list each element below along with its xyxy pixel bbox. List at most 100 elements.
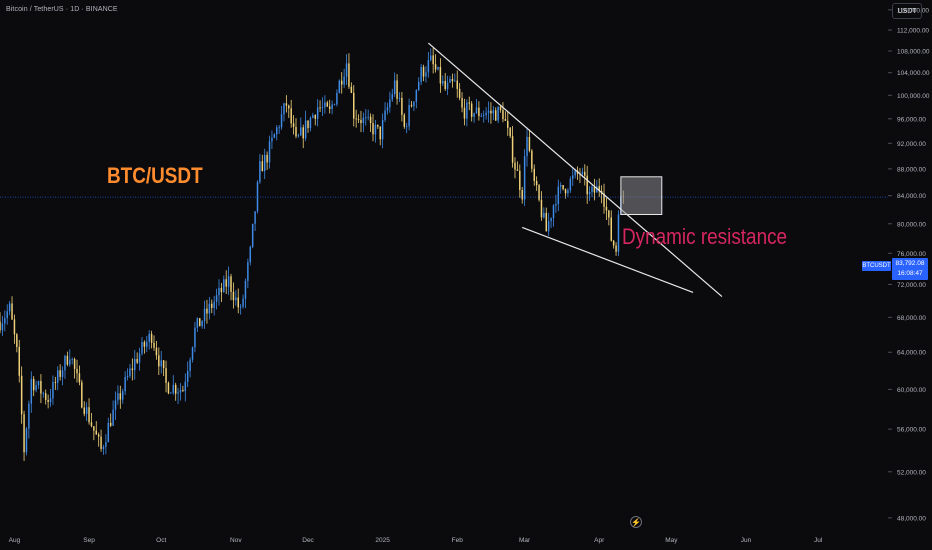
- candle-body: [182, 390, 184, 392]
- candle-body: [485, 112, 487, 116]
- y-tick-label: 52,000.00: [897, 469, 926, 476]
- candle-body: [365, 117, 367, 119]
- candle-body: [545, 212, 548, 232]
- candle-body: [343, 76, 345, 85]
- candle-body: [413, 101, 415, 107]
- candle-body: [432, 55, 434, 65]
- candle-body: [71, 359, 73, 360]
- candle-body: [184, 381, 187, 392]
- candle-body: [256, 182, 259, 212]
- candle-body: [439, 67, 442, 84]
- candle-body: [225, 279, 227, 287]
- candle-body: [263, 154, 266, 172]
- candle-body: [355, 118, 357, 120]
- candle-body: [550, 218, 552, 222]
- lightning-bolt-icon[interactable]: ⚡: [630, 516, 642, 528]
- candle-body: [88, 407, 90, 423]
- candle-body: [480, 115, 483, 117]
- candle-body: [379, 126, 381, 140]
- candle-body: [475, 107, 478, 114]
- x-tick-label: Jul: [814, 537, 823, 544]
- candle-body: [131, 368, 134, 371]
- candle-body: [446, 82, 449, 89]
- candle-body: [162, 360, 165, 369]
- candle-body: [230, 276, 232, 292]
- candle-body: [114, 400, 117, 410]
- candle-body: [598, 186, 600, 192]
- candle-body: [540, 199, 543, 218]
- candle-body: [593, 186, 596, 193]
- candle-body: [49, 398, 52, 402]
- candle-body: [189, 359, 191, 372]
- candle-body: [437, 67, 439, 70]
- candle-body: [307, 120, 309, 129]
- price-axis[interactable]: 116,000.00 112,000.00 108,000.00 104,000.00…: [888, 7, 930, 522]
- candle-body: [57, 370, 59, 383]
- candle-body: [567, 190, 569, 194]
- candle-body: [384, 110, 386, 120]
- time-axis[interactable]: Aug Sep Oct Nov Dec 2025 Feb Mar Apr May Jun Jul: [9, 537, 823, 544]
- candle-body: [16, 334, 18, 347]
- candle-body: [179, 390, 182, 393]
- candle-body: [519, 170, 521, 190]
- candle-body: [526, 136, 528, 157]
- candle-body: [328, 106, 331, 109]
- candle-body: [336, 92, 338, 105]
- candle-body: [288, 105, 290, 109]
- candle-body: [259, 161, 261, 183]
- resistance-box: [620, 176, 663, 215]
- candle-body: [434, 64, 437, 70]
- candle-body: [588, 192, 591, 195]
- candle-body: [482, 115, 485, 116]
- candle-body: [121, 391, 124, 400]
- candle-body: [321, 107, 324, 109]
- candle-body: [81, 382, 83, 408]
- candle-body: [40, 381, 42, 394]
- candle-body: [417, 81, 420, 91]
- candle-body: [247, 262, 249, 281]
- candle-body: [497, 106, 499, 121]
- candle-body: [4, 318, 6, 324]
- candle-body: [276, 127, 278, 135]
- x-tick-label: Mar: [519, 537, 531, 544]
- candle-body: [78, 373, 81, 383]
- bar-countdown: 16:08:47: [897, 270, 923, 277]
- symbol-title: Bitcoin / TetherUS · 1D · BINANCE: [6, 6, 118, 13]
- currency-button[interactable]: USDT: [892, 3, 922, 19]
- candle-body: [473, 113, 475, 117]
- last-price-value: 83,792.08: [895, 260, 925, 267]
- candle-body: [535, 180, 538, 186]
- x-tick-label: Sep: [83, 537, 95, 544]
- candle-body: [206, 308, 208, 314]
- y-tick-label: 88,000.00: [897, 166, 926, 173]
- trendlines: [427, 42, 723, 298]
- candle-body: [309, 117, 312, 129]
- candle-body: [6, 311, 8, 319]
- x-tick-label: Oct: [156, 537, 166, 544]
- y-tick-label: 56,000.00: [897, 427, 926, 434]
- candle-body: [95, 430, 98, 435]
- candle-body: [466, 102, 468, 119]
- candle-body: [449, 78, 451, 83]
- candle-body: [605, 206, 608, 211]
- candle-body: [220, 287, 223, 293]
- candle-body: [499, 106, 502, 110]
- candle-body: [319, 107, 321, 109]
- candle-body: [119, 393, 122, 400]
- candle-body: [66, 355, 69, 365]
- y-tick-label: 84,000.00: [897, 193, 926, 200]
- candle-body: [61, 370, 64, 377]
- candle-body: [478, 107, 480, 117]
- candle-body: [218, 287, 220, 296]
- candle-body: [167, 382, 170, 394]
- candle-body: [280, 114, 283, 128]
- candle-body: [177, 392, 179, 394]
- candle-body: [134, 359, 136, 371]
- y-tick-label: 108,000.00: [897, 48, 930, 55]
- candle-body: [581, 171, 584, 174]
- candle-body: [232, 291, 235, 301]
- candle-body: [326, 102, 329, 107]
- candle-body: [422, 66, 425, 77]
- candle-body: [237, 297, 239, 308]
